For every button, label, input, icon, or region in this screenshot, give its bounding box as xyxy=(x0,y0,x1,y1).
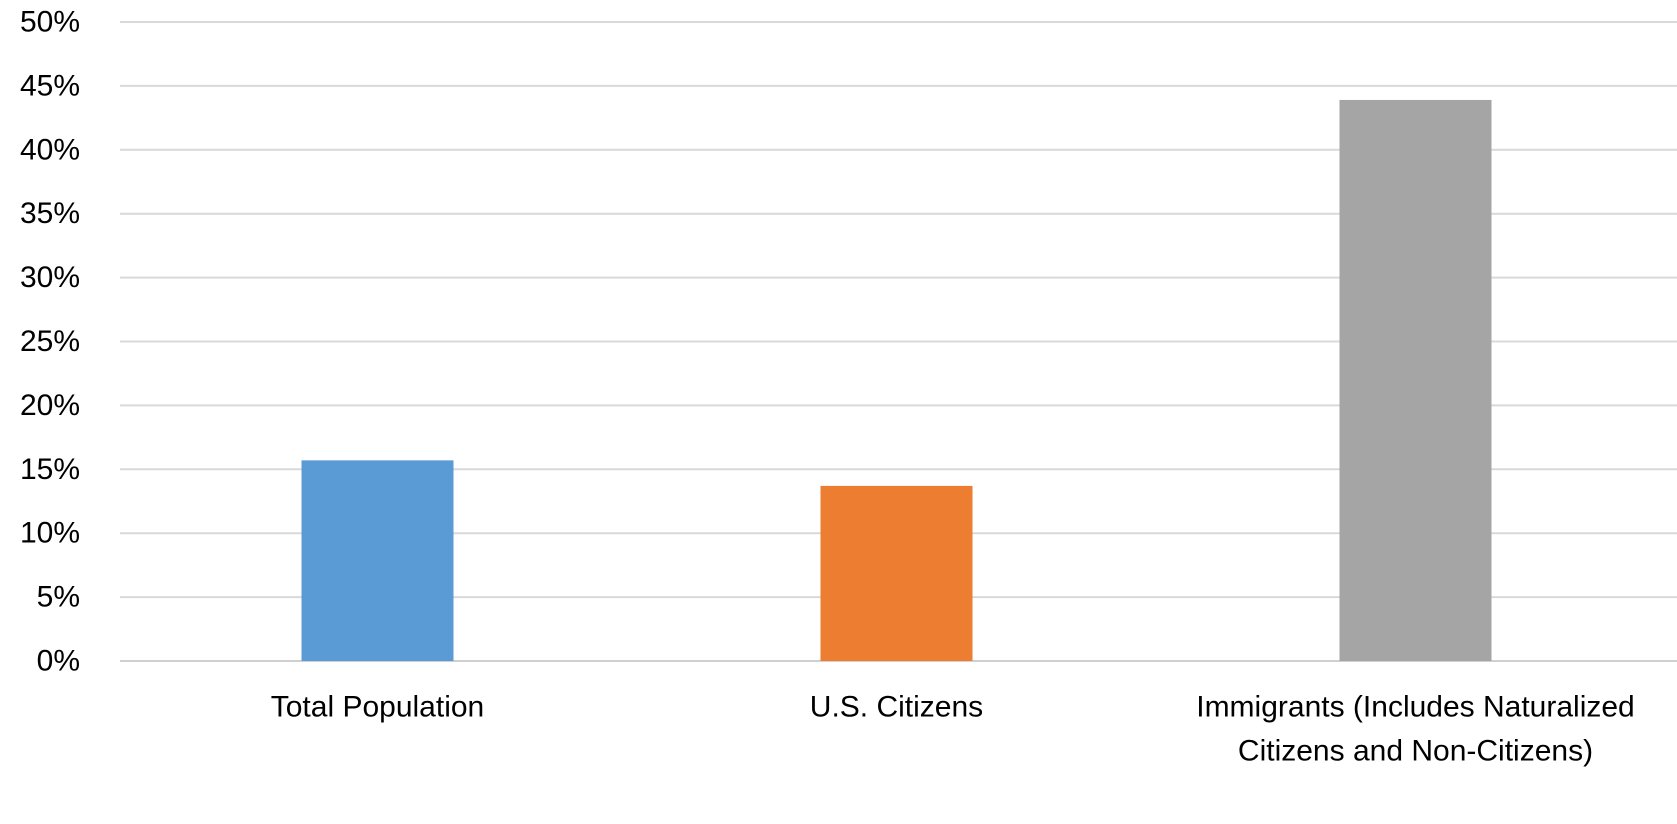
y-tick-label: 30% xyxy=(20,261,80,294)
y-tick-label: 25% xyxy=(20,325,80,358)
x-category-label: Citizens and Non-Citizens) xyxy=(1238,735,1593,768)
y-tick-label: 0% xyxy=(37,645,80,678)
bar-2 xyxy=(820,485,973,661)
y-tick-label: 15% xyxy=(20,453,80,486)
y-axis-tick-labels: 0% 5% 10% 15% 20% 25% 30% 35% 40% 45% 50% xyxy=(20,6,80,678)
x-axis-tick-labels: Total Population U.S. Citizens Immigrants … xyxy=(271,691,1635,768)
y-tick-label: 50% xyxy=(20,6,80,39)
bar-1 xyxy=(301,460,454,661)
x-category-label: U.S. Citizens xyxy=(810,691,983,724)
bars xyxy=(301,99,1492,661)
y-tick-label: 10% xyxy=(20,517,80,550)
y-tick-label: 35% xyxy=(20,197,80,230)
bar-3 xyxy=(1339,99,1492,661)
x-category-label: Total Population xyxy=(271,691,485,724)
y-tick-label: 5% xyxy=(37,581,80,614)
y-tick-label: 40% xyxy=(20,133,80,166)
y-tick-label: 45% xyxy=(20,69,80,102)
x-category-label: Immigrants (Includes Naturalized xyxy=(1196,691,1635,724)
y-tick-label: 20% xyxy=(20,389,80,422)
